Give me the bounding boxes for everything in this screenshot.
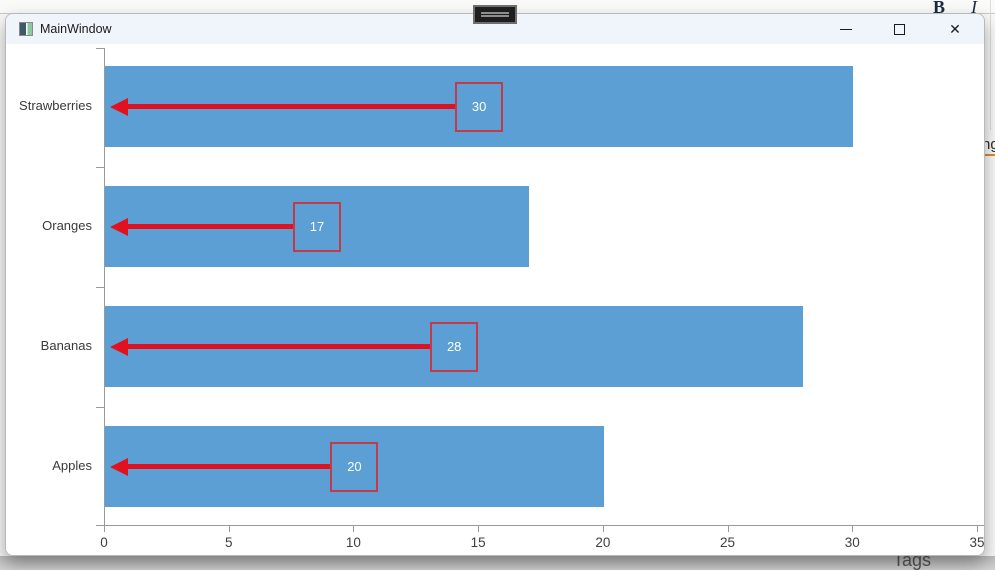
x-tick-10	[353, 525, 355, 532]
category-label-apples: Apples	[52, 457, 92, 473]
x-tick-0	[104, 525, 105, 532]
clipped-background-text: ng	[982, 136, 995, 153]
x-tick-label-35: 35	[969, 535, 985, 550]
annotation-arrowhead-bananas	[110, 337, 128, 356]
x-tick-30	[852, 525, 854, 532]
value-annotation-bananas: 28	[430, 321, 479, 372]
close-button[interactable]: ✕	[933, 14, 977, 44]
category-label-bananas: Bananas	[40, 337, 92, 353]
annotation-arrowhead-apples	[110, 457, 128, 476]
window-drag-handle[interactable]	[473, 5, 517, 24]
value-annotation-apples: 20	[330, 441, 379, 492]
title-bar[interactable]: MainWindow ✕	[6, 14, 984, 44]
x-tick-label-25: 25	[720, 535, 736, 550]
spellcheck-underline	[982, 154, 995, 156]
x-tick-20	[602, 525, 604, 532]
main-window: MainWindow ✕ Strawberries 30 Oranges 17 Bana…	[5, 13, 985, 556]
value-annotation-strawberries: 30	[455, 81, 504, 132]
chart-canvas[interactable]: Strawberries 30 Oranges 17 Bananas 28 Apples 20…	[6, 44, 985, 555]
category-label-strawberries: Strawberries	[19, 97, 92, 113]
x-tick-label-10: 10	[345, 535, 361, 550]
annotation-arrow-bananas	[126, 344, 431, 349]
y-axis-tick	[96, 406, 104, 408]
italic-button[interactable]: I	[971, 0, 977, 17]
x-tick-label-30: 30	[844, 535, 860, 550]
grip-icon	[481, 12, 509, 17]
x-axis-line	[96, 525, 984, 526]
y-axis-tick	[96, 286, 104, 288]
x-tick-5	[228, 525, 230, 532]
x-tick-label-0: 0	[100, 535, 108, 550]
annotation-arrow-strawberries	[126, 104, 456, 109]
x-tick-label-5: 5	[224, 535, 233, 550]
annotation-arrow-apples	[126, 464, 331, 469]
window-title: MainWindow	[40, 22, 112, 36]
maximize-icon	[893, 23, 905, 35]
y-axis-top-tick	[96, 48, 104, 49]
minimize-button[interactable]	[824, 14, 868, 44]
maximize-button[interactable]	[877, 14, 921, 44]
annotation-arrow-oranges	[126, 224, 293, 229]
x-tick-25	[727, 525, 729, 532]
y-axis-tick	[96, 166, 104, 168]
value-annotation-oranges: 17	[293, 201, 341, 252]
x-tick-label-20: 20	[595, 535, 611, 550]
x-tick-label-15: 15	[470, 535, 486, 550]
x-tick-15	[478, 525, 480, 532]
close-icon: ✕	[949, 21, 961, 37]
annotation-arrowhead-oranges	[110, 217, 128, 236]
background-separator	[990, 0, 991, 130]
category-label-oranges: Oranges	[42, 217, 92, 233]
bold-button[interactable]: B	[933, 0, 946, 17]
annotation-arrowhead-strawberries	[110, 97, 128, 116]
minimize-icon	[840, 28, 852, 30]
y-axis-line	[104, 48, 105, 525]
x-tick-35	[977, 525, 978, 532]
app-icon	[19, 22, 33, 36]
background-bottom-strip	[0, 556, 995, 570]
